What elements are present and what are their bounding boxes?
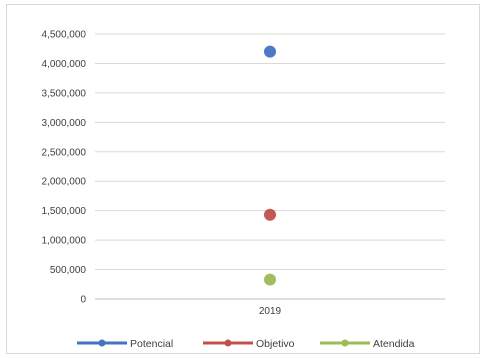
x-tick-label: 2019 <box>259 306 282 317</box>
legend-marker-potencial <box>98 339 106 347</box>
y-tick-label: 3,500,000 <box>42 88 87 99</box>
legend-marker-objetivo <box>224 339 232 347</box>
y-tick-label: 1,000,000 <box>42 236 87 247</box>
gridlines <box>95 33 445 300</box>
legend-label-atendida: Atendida <box>373 338 415 350</box>
y-tick-label: 4,500,000 <box>42 30 87 41</box>
legend-marker-atendida <box>341 339 349 347</box>
chart-plot: 0 500,000 1,000,000 1,500,000 2,000,000 2,500… <box>42 30 445 350</box>
data-point-objetivo <box>264 208 276 221</box>
legend: Potencial Objetivo Atendida <box>77 338 415 350</box>
y-tick-label: 1,500,000 <box>42 206 87 217</box>
legend-label-potencial: Potencial <box>130 338 173 350</box>
y-tick-label: 500,000 <box>50 265 87 276</box>
y-tick-label: 2,500,000 <box>42 147 87 158</box>
y-axis-ticks: 0 500,000 1,000,000 1,500,000 2,000,000 2,500… <box>42 30 87 306</box>
x-axis-ticks: 2019 <box>259 306 282 317</box>
chart-frame: 0 500,000 1,000,000 1,500,000 2,000,000 2,500… <box>6 4 480 354</box>
y-tick-label: 2,000,000 <box>42 177 87 188</box>
data-point-atendida <box>264 273 276 286</box>
y-tick-label: 4,000,000 <box>42 59 87 70</box>
data-point-potencial <box>264 45 276 58</box>
y-tick-label: 3,000,000 <box>42 118 87 129</box>
y-tick-label: 0 <box>80 295 86 306</box>
data-points <box>264 45 276 286</box>
legend-label-objetivo: Objetivo <box>256 338 295 350</box>
